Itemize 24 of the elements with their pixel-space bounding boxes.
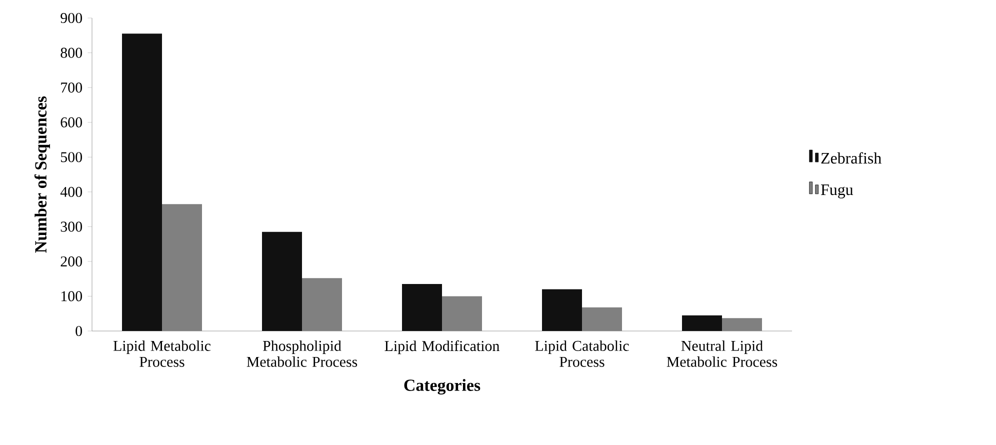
bar [682,315,722,331]
x-tick-label: Neutral Lipid Metabolic Process [666,340,778,367]
y-tick-label: 500 [61,152,82,162]
y-tick-label: 600 [60,117,82,128]
bar [402,284,442,331]
y-tick-label: 0 [76,326,82,336]
bar [262,232,302,331]
y-tick-label: 300 [60,222,82,232]
y-tick-label: 900 [60,12,82,24]
legend-label: Fugu [821,184,854,198]
x-tick-label: Lipid Modification [384,340,500,354]
bar [542,289,582,331]
y-tick-label: 100 [61,291,82,302]
x-tick-label: Lipid Catabolic Process [535,340,629,367]
x-tick-label: Lipid Metabolic Process [113,340,211,367]
x-axis-title: Categories [404,379,480,395]
x-tick-label: Phospholipid Metabolic Process [246,340,358,367]
y-tick-label: 400 [60,186,82,197]
y-axis-title: Number of Sequences [34,96,50,253]
legend-label: Zebrafish [821,152,882,164]
y-tick-label: 800 [60,48,82,58]
y-tick-label: 700 [61,82,82,93]
bar [122,34,162,331]
y-tick-label: 200 [60,256,82,266]
